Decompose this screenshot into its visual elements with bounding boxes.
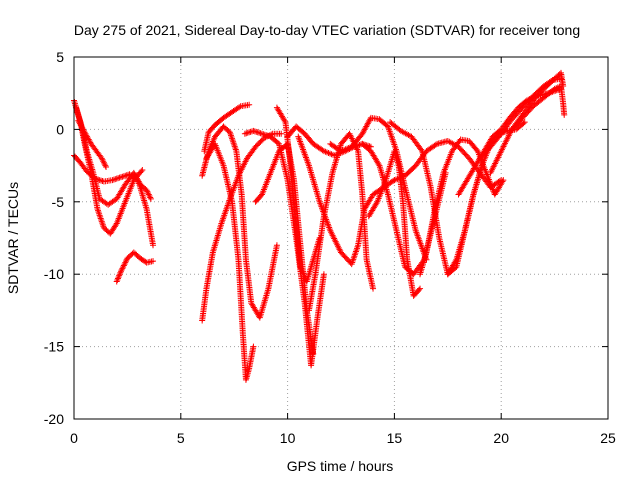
y-tick-label: 5	[56, 49, 64, 65]
data-point-marker	[102, 162, 109, 169]
data-point-marker	[144, 188, 151, 195]
series-track-7	[199, 123, 280, 321]
data-point-marker	[521, 119, 528, 126]
data-point-marker	[452, 258, 459, 265]
data-point-marker	[150, 258, 157, 265]
x-axis-label: GPS time / hours	[287, 458, 394, 474]
chart-title: Day 275 of 2021, Sidereal Day-to-day VTE…	[74, 22, 580, 38]
series-track-25	[487, 69, 567, 176]
x-tick-label: 5	[177, 430, 185, 446]
data-point-marker	[278, 130, 285, 137]
series-track-15	[305, 130, 377, 314]
data-point-marker	[370, 285, 377, 292]
series-track-18	[365, 148, 424, 299]
data-point-marker	[373, 200, 380, 207]
data-point-marker	[147, 194, 154, 201]
series-track-8	[203, 140, 257, 383]
x-tick-label: 10	[280, 430, 296, 446]
series-track-26	[508, 82, 568, 133]
data-point-marker	[120, 263, 127, 270]
data-point-marker	[116, 272, 123, 279]
data-point-marker	[246, 101, 253, 108]
data-point-marker	[145, 191, 152, 198]
series-track-14	[295, 133, 398, 268]
data-point-marker	[112, 221, 119, 228]
data-point-marker	[120, 262, 127, 269]
x-tick-label: 25	[600, 430, 616, 446]
series-track-21	[417, 136, 507, 278]
series-track-6	[201, 101, 253, 155]
data-point-marker	[119, 265, 126, 272]
data-point-marker	[118, 266, 125, 273]
data-point-marker	[150, 242, 157, 249]
data-point-marker	[310, 350, 317, 357]
series-track-5	[113, 249, 157, 285]
data-point-marker	[100, 158, 107, 165]
data-point-marker	[99, 156, 106, 163]
data-point-marker	[139, 166, 146, 173]
data-point-marker	[100, 159, 107, 166]
data-point-marker	[113, 278, 120, 285]
plot-frame	[73, 56, 609, 420]
data-point-marker	[114, 276, 121, 283]
data-point-marker	[103, 164, 110, 171]
data-point-marker	[250, 343, 257, 350]
data-point-marker	[98, 155, 105, 162]
data-point-marker	[114, 275, 121, 282]
y-tick-label: -20	[44, 411, 64, 427]
data-point-marker	[432, 141, 439, 148]
x-tick-label: 20	[493, 430, 509, 446]
series-track-4	[75, 117, 110, 171]
data-point-marker	[520, 120, 527, 127]
data-point-marker	[375, 161, 382, 168]
data-point-marker	[236, 104, 243, 111]
series-track-1	[71, 152, 157, 249]
data-point-marker	[147, 195, 154, 202]
data-point-marker	[116, 271, 123, 278]
x-tick-label: 15	[387, 430, 403, 446]
data-point-marker	[456, 137, 463, 144]
y-tick-label: 0	[56, 121, 64, 137]
data-point-marker	[121, 261, 128, 268]
data-point-marker	[499, 178, 506, 185]
data-point-marker	[281, 117, 288, 124]
data-point-marker	[117, 268, 124, 275]
y-axis-label: SDTVAR / TECUs	[5, 182, 21, 294]
data-point-marker	[143, 187, 150, 194]
series-track-12	[273, 104, 323, 285]
series-track-16	[327, 114, 430, 263]
data-point-marker	[417, 285, 424, 292]
data-point-marker	[101, 161, 108, 168]
data-point-marker	[145, 190, 152, 197]
data-point-marker	[122, 258, 129, 265]
data-point-marker	[115, 274, 122, 281]
y-tick-label: -10	[44, 266, 64, 282]
data-point-marker	[122, 259, 129, 266]
data-point-marker	[273, 242, 280, 249]
data-point-marker	[415, 286, 422, 293]
y-tick-label: -15	[44, 339, 64, 355]
data-point-marker	[146, 193, 153, 200]
data-series	[71, 69, 568, 383]
data-point-marker	[561, 111, 568, 118]
x-tick-label: 0	[70, 430, 78, 446]
data-point-marker	[418, 146, 425, 153]
data-point-marker	[320, 271, 327, 278]
data-point-marker	[138, 168, 145, 175]
data-point-marker	[117, 269, 124, 276]
y-tick-label: -5	[52, 194, 65, 210]
data-point-marker	[500, 177, 507, 184]
axis-ticks: 0 5 10 15 20 25 5 0 -5 -10 -15 -20	[44, 49, 616, 446]
series-track-9	[199, 130, 285, 324]
